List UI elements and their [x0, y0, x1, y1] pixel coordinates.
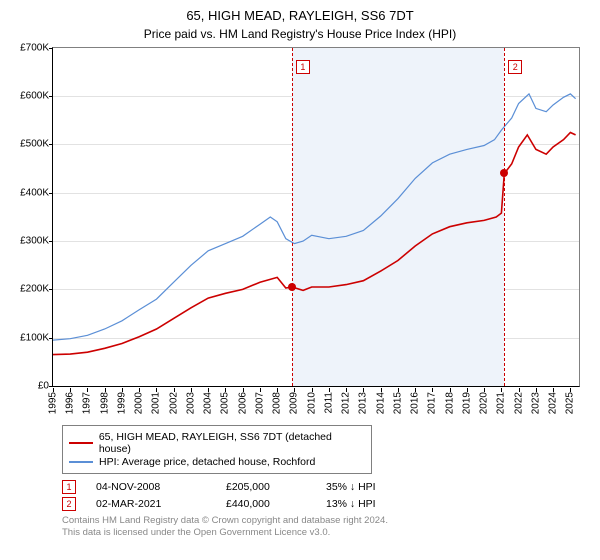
- x-tick-label: 2000: [134, 392, 145, 414]
- legend-item: HPI: Average price, detached house, Roch…: [69, 456, 365, 468]
- event-row: 1 04-NOV-2008£205,00035% ↓ HPI: [62, 480, 580, 494]
- x-tick-label: 1998: [99, 392, 110, 414]
- series-property: [53, 132, 576, 354]
- x-tick-label: 2025: [565, 392, 576, 414]
- event-dot: [500, 169, 508, 177]
- event-row-num: 2: [62, 497, 76, 511]
- event-row: 2 02-MAR-2021£440,00013% ↓ HPI: [62, 497, 580, 511]
- chart-plot-area: £0£100K£200K£300K£400K£500K£600K£700K199…: [52, 47, 580, 387]
- events-table: 1 04-NOV-2008£205,00035% ↓ HPI 2 02-MAR-202…: [62, 480, 580, 511]
- event-row-pct: 35% ↓ HPI: [326, 481, 416, 493]
- event-dot: [288, 283, 296, 291]
- chart-subtitle: Price paid vs. HM Land Registry's House …: [10, 27, 590, 41]
- y-tick-label: £100K: [11, 332, 49, 343]
- x-tick-label: 2024: [548, 392, 559, 414]
- y-tick-label: £400K: [11, 187, 49, 198]
- x-tick-label: 2014: [375, 392, 386, 414]
- x-tick-label: 2019: [461, 392, 472, 414]
- x-tick-label: 2005: [220, 392, 231, 414]
- chart-title: 65, HIGH MEAD, RAYLEIGH, SS6 7DT: [10, 8, 590, 25]
- event-line: [292, 48, 293, 386]
- x-tick-label: 2003: [185, 392, 196, 414]
- event-row-date: 04-NOV-2008: [96, 481, 226, 493]
- x-tick-label: 2020: [479, 392, 490, 414]
- x-tick-label: 2009: [289, 392, 300, 414]
- x-tick-label: 2002: [168, 392, 179, 414]
- chart-container: 65, HIGH MEAD, RAYLEIGH, SS6 7DT Price p…: [0, 0, 600, 543]
- legend-item: 65, HIGH MEAD, RAYLEIGH, SS6 7DT (detach…: [69, 431, 365, 455]
- event-row-price: £440,000: [226, 498, 326, 510]
- x-tick-label: 2012: [341, 392, 352, 414]
- x-tick-label: 2011: [323, 392, 334, 414]
- y-tick-label: £0: [11, 380, 49, 391]
- x-tick-label: 2017: [427, 392, 438, 414]
- x-tick-label: 2013: [358, 392, 369, 414]
- legend: 65, HIGH MEAD, RAYLEIGH, SS6 7DT (detach…: [62, 425, 372, 474]
- y-tick-label: £300K: [11, 236, 49, 247]
- x-tick-label: 2010: [306, 392, 317, 414]
- x-tick-label: 2016: [410, 392, 421, 414]
- legend-label: HPI: Average price, detached house, Roch…: [99, 456, 315, 468]
- y-tick-label: £500K: [11, 139, 49, 150]
- x-tick-label: 2023: [530, 392, 541, 414]
- x-tick-label: 2006: [237, 392, 248, 414]
- y-tick-label: £700K: [11, 42, 49, 53]
- event-marker-box: 1: [296, 60, 310, 74]
- event-marker-box: 2: [508, 60, 522, 74]
- x-tick-label: 2004: [203, 392, 214, 414]
- x-tick-label: 2022: [513, 392, 524, 414]
- legend-swatch: [69, 442, 93, 444]
- line-chart-svg: [53, 48, 579, 386]
- x-tick-label: 1999: [116, 392, 127, 414]
- footnote-l1: Contains HM Land Registry data © Crown c…: [62, 515, 388, 526]
- legend-swatch: [69, 461, 93, 463]
- x-tick-label: 1996: [65, 392, 76, 414]
- x-tick-label: 2018: [444, 392, 455, 414]
- x-tick-label: 1995: [48, 392, 59, 414]
- event-row-price: £205,000: [226, 481, 326, 493]
- y-tick-label: £200K: [11, 284, 49, 295]
- event-line: [504, 48, 505, 386]
- x-tick-label: 2008: [272, 392, 283, 414]
- event-row-pct: 13% ↓ HPI: [326, 498, 416, 510]
- event-row-num: 1: [62, 480, 76, 494]
- legend-label: 65, HIGH MEAD, RAYLEIGH, SS6 7DT (detach…: [99, 431, 365, 455]
- x-tick-label: 2001: [151, 392, 162, 414]
- footnote: Contains HM Land Registry data © Crown c…: [62, 515, 580, 539]
- x-tick-label: 1997: [82, 392, 93, 414]
- x-tick-label: 2007: [254, 392, 265, 414]
- x-tick-label: 2021: [496, 392, 507, 414]
- footnote-l2: This data is licensed under the Open Gov…: [62, 527, 330, 538]
- event-row-date: 02-MAR-2021: [96, 498, 226, 510]
- y-tick-label: £600K: [11, 91, 49, 102]
- x-tick-label: 2015: [392, 392, 403, 414]
